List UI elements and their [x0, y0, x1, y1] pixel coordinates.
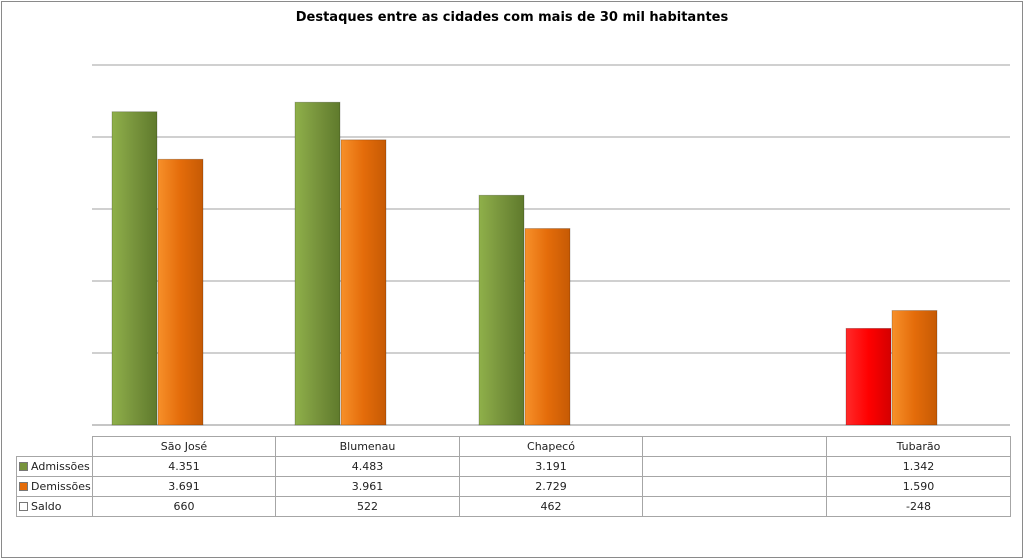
row-header: Admissões	[16, 456, 93, 477]
data-label: -248	[826, 496, 1011, 517]
data-label: 4.483	[275, 456, 460, 477]
plot-area	[92, 64, 1010, 426]
row-header: Saldo	[16, 496, 93, 517]
category-label: Chapecó	[459, 436, 643, 457]
table-corner	[16, 436, 93, 457]
data-label: 3.191	[459, 456, 643, 477]
series-name: Saldo	[31, 500, 62, 513]
data-label: 4.351	[92, 456, 276, 477]
chart-title: Destaques entre as cidades com mais de 3…	[295, 10, 729, 25]
data-label: 522	[275, 496, 460, 517]
table-row: Saldo 660 522 462 -248	[16, 496, 1011, 517]
bar-demissoes-1	[340, 139, 387, 426]
data-label: 3.691	[92, 476, 276, 497]
data-label: 660	[92, 496, 276, 517]
bar-admissoes-2	[478, 194, 525, 426]
series-name: Admissões	[31, 460, 90, 473]
bar-admissoes-4	[845, 327, 892, 426]
category-label	[642, 436, 827, 457]
bar-demissoes-0	[157, 158, 204, 426]
legend-key	[19, 462, 28, 471]
category-label: São José	[92, 436, 276, 457]
row-header: Demissões	[16, 476, 93, 497]
bar-demissoes-2	[524, 228, 571, 426]
legend-key	[19, 482, 28, 491]
data-label: 3.961	[275, 476, 460, 497]
category-label: Tubarão	[826, 436, 1011, 457]
data-label	[642, 476, 827, 497]
category-label: Blumenau	[275, 436, 460, 457]
series-name: Demissões	[31, 480, 91, 493]
data-label	[642, 456, 827, 477]
bar-admissoes-1	[294, 101, 341, 426]
data-label: 462	[459, 496, 643, 517]
bar-demissoes-4	[891, 310, 938, 426]
data-label: 2.729	[459, 476, 643, 497]
table-row: Demissões 3.691 3.961 2.729 1.590	[16, 476, 1011, 497]
data-label: 1.590	[826, 476, 1011, 497]
legend-key	[19, 502, 28, 511]
data-label	[642, 496, 827, 517]
data-label: 1.342	[826, 456, 1011, 477]
table-row: Admissões 4.351 4.483 3.191 1.342	[16, 456, 1011, 477]
data-table: São José Blumenau Chapecó Tubarão Admissões 4…	[16, 436, 1011, 517]
bar-admissoes-0	[111, 111, 158, 426]
